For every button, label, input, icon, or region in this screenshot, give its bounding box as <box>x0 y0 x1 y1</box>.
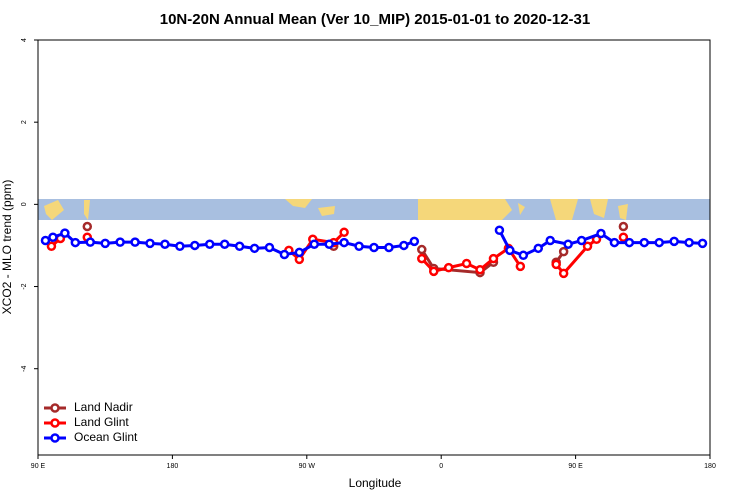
point <box>618 221 629 232</box>
land <box>590 199 608 218</box>
point <box>339 227 349 238</box>
point <box>40 235 51 246</box>
point <box>639 237 650 248</box>
point <box>684 237 694 248</box>
point <box>175 241 185 252</box>
point <box>145 238 155 249</box>
land <box>518 203 525 215</box>
point <box>190 240 200 251</box>
x-tick-label: 0 <box>439 463 443 470</box>
x-axis-label: Longitude <box>349 476 402 490</box>
y-tick-label: -2 <box>21 283 28 289</box>
y-axis-label: XCO2 - MLO trend (ppm) <box>0 180 14 315</box>
legend-marker <box>50 418 60 428</box>
point <box>234 241 245 252</box>
point <box>558 246 569 257</box>
point <box>551 259 561 270</box>
point <box>596 228 606 239</box>
point <box>204 239 215 249</box>
point <box>669 236 679 247</box>
point <box>697 238 708 249</box>
point <box>609 237 620 248</box>
point <box>545 235 555 246</box>
point <box>428 266 439 277</box>
point <box>85 237 96 247</box>
point <box>399 240 409 251</box>
x-tick-label: 180 <box>704 463 716 470</box>
x-tick-label: 90 E <box>31 463 46 470</box>
land <box>84 200 90 220</box>
point <box>505 245 515 256</box>
point <box>488 253 499 264</box>
point <box>82 221 93 232</box>
land <box>550 199 578 220</box>
y-tick-label: -4 <box>21 365 28 371</box>
point <box>576 235 587 246</box>
legend-label: Ocean Glint <box>74 430 138 444</box>
legend-marker <box>50 433 60 443</box>
point <box>417 253 427 264</box>
land <box>618 204 628 220</box>
point <box>409 236 420 247</box>
land <box>418 199 512 220</box>
point <box>369 242 379 253</box>
point <box>582 241 593 252</box>
point <box>279 249 290 260</box>
point <box>60 228 70 238</box>
point <box>249 243 260 254</box>
point <box>417 244 427 255</box>
point <box>443 262 454 273</box>
point <box>100 238 110 249</box>
point <box>654 237 664 248</box>
legend-label: Land Glint <box>74 415 129 429</box>
land <box>44 200 64 220</box>
point <box>518 250 529 261</box>
point <box>624 237 635 248</box>
point <box>354 241 364 252</box>
y-tick-label: 2 <box>21 120 28 124</box>
point <box>130 237 140 247</box>
point <box>294 247 305 258</box>
point <box>48 232 58 242</box>
point <box>219 239 230 249</box>
point <box>461 258 472 269</box>
point <box>563 239 573 249</box>
y-tick-label: 4 <box>21 38 28 42</box>
point <box>475 264 485 275</box>
point <box>309 239 320 249</box>
x-tick-label: 180 <box>167 463 179 470</box>
point <box>558 268 569 279</box>
point <box>70 237 81 248</box>
x-tick-label: 90 E <box>568 463 583 470</box>
point <box>264 242 275 253</box>
point <box>618 232 629 242</box>
point <box>494 225 505 235</box>
y-tick-label: 0 <box>21 202 28 206</box>
point <box>115 237 125 247</box>
point <box>324 239 334 249</box>
map-band <box>38 199 710 220</box>
point <box>515 261 526 272</box>
point <box>46 241 57 252</box>
chart-title: 10N-20N Annual Mean (Ver 10_MIP) 2015-01… <box>160 11 590 28</box>
land <box>285 199 312 208</box>
point <box>160 239 170 249</box>
point <box>384 242 394 253</box>
land <box>318 206 335 216</box>
point <box>339 237 349 248</box>
legend-label: Land Nadir <box>74 400 133 414</box>
point <box>533 243 544 254</box>
legend-marker <box>50 403 60 413</box>
plot-frame <box>37 39 711 456</box>
x-tick-label: 90 W <box>299 463 316 470</box>
ocean <box>38 199 710 220</box>
